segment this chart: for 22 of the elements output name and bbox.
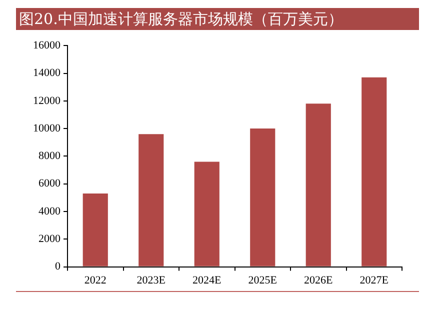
x-tick-label: 2023E [136, 274, 166, 286]
x-tick-label: 2024E [192, 274, 222, 286]
y-tick-label: 14000 [33, 67, 61, 80]
y-tick-label: 0 [55, 260, 61, 273]
y-tick-label: 8000 [38, 150, 61, 162]
bar [82, 194, 108, 266]
y-tick-label: 4000 [38, 205, 61, 218]
x-tick-label: 2027E [360, 274, 389, 286]
bar [138, 134, 164, 266]
bar [362, 77, 387, 266]
x-tick-label: 2026E [304, 274, 334, 286]
x-tick-label: 2025E [248, 274, 278, 286]
y-tick-label: 16000 [33, 39, 61, 52]
y-tick-label: 2000 [38, 233, 61, 246]
chart-title: 图20.中国加速计算服务器市场规模（百万美元） [16, 8, 419, 30]
x-tick-label: 2022 [84, 274, 106, 286]
y-tick-label: 10000 [33, 122, 61, 134]
bar [306, 104, 331, 266]
bar [250, 128, 276, 266]
y-tick-label: 12000 [33, 94, 61, 107]
y-tick-label: 6000 [38, 178, 61, 190]
bar [194, 162, 220, 266]
